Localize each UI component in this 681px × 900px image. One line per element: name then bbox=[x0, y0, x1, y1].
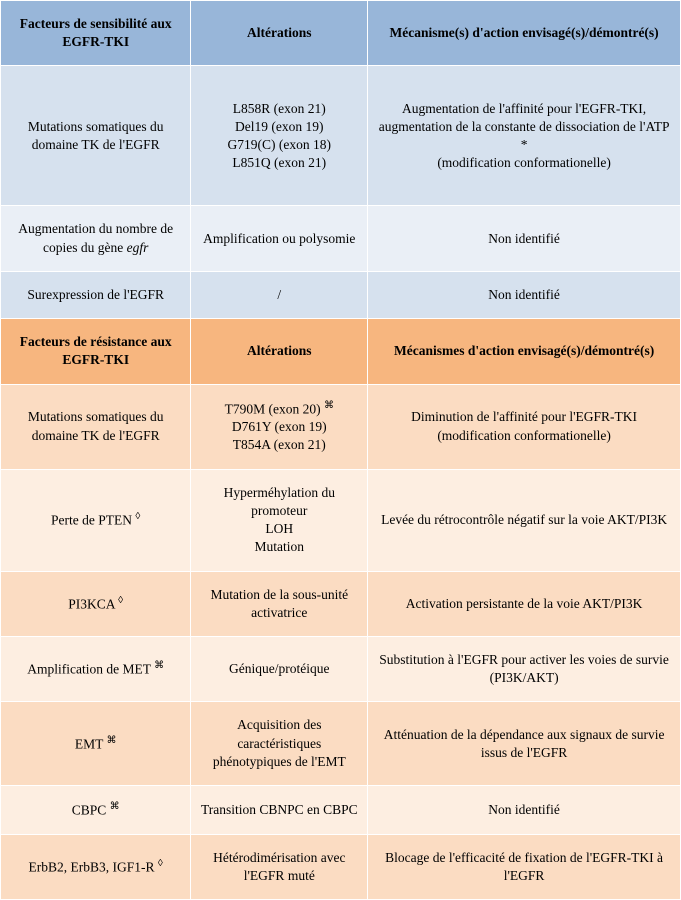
cell-alteration: Hétérodimérisation avec l'EGFR muté bbox=[191, 834, 368, 899]
cell-alteration: Génique/protéique bbox=[191, 637, 368, 702]
cell-mechanism: Levée du rétrocontrôle négatif sur la vo… bbox=[368, 469, 681, 571]
cell-alteration: / bbox=[191, 271, 368, 318]
cell-mechanism: Non identifié bbox=[368, 271, 681, 318]
cell-mechanism: Non identifié bbox=[368, 206, 681, 271]
cell-alteration: T790M (exon 20) ⌘D761Y (exon 19)T854A (e… bbox=[191, 384, 368, 469]
cell-alteration: Hyperméhylation du promoteurLOHMutation bbox=[191, 469, 368, 571]
cell-alteration: Transition CBNPC en CBPC bbox=[191, 786, 368, 835]
cell-mechanism: Blocage de l'efficacité de fixation de l… bbox=[368, 834, 681, 899]
cell-mechanism: Augmentation de l'affinité pour l'EGFR-T… bbox=[368, 66, 681, 206]
resistance-row: EMT ⌘ Acquisition des caractéristiques p… bbox=[1, 702, 681, 786]
sensitivity-row: Surexpression de l'EGFR / Non identifié bbox=[1, 271, 681, 318]
cell-factor: Perte de PTEN ◊ bbox=[1, 469, 191, 571]
cell-alteration: Mutation de la sous-unité activatrice bbox=[191, 571, 368, 636]
cell-alteration: L858R (exon 21)Del19 (exon 19)G719(C) (e… bbox=[191, 66, 368, 206]
cell-mechanism: Activation persistante de la voie AKT/PI… bbox=[368, 571, 681, 636]
cell-alteration: Acquisition des caractéristiques phénoty… bbox=[191, 702, 368, 786]
resistance-row: ErbB2, ErbB3, IGF1-R ◊ Hétérodimérisatio… bbox=[1, 834, 681, 899]
header-factor-resistance: Facteurs de résistance aux EGFR-TKI bbox=[1, 319, 191, 384]
cell-factor: ErbB2, ErbB3, IGF1-R ◊ bbox=[1, 834, 191, 899]
resistance-row: Mutations somatiques du domaine TK de l'… bbox=[1, 384, 681, 469]
sensitivity-row: Mutations somatiques du domaine TK de l'… bbox=[1, 66, 681, 206]
cell-mechanism: Diminution de l'affinité pour l'EGFR-TKI… bbox=[368, 384, 681, 469]
resistance-row: Perte de PTEN ◊ Hyperméhylation du promo… bbox=[1, 469, 681, 571]
cell-factor: Augmentation du nombre de copies du gène… bbox=[1, 206, 191, 271]
cell-mechanism: Atténuation de la dépendance aux signaux… bbox=[368, 702, 681, 786]
cell-factor: CBPC ⌘ bbox=[1, 786, 191, 835]
header-mechanism-sensitivity: Mécanisme(s) d'action envisagé(s)/démont… bbox=[368, 1, 681, 66]
egfr-table: Facteurs de sensibilité aux EGFR-TKI Alt… bbox=[0, 0, 681, 900]
header-mechanism-resistance: Mécanismes d'action envisagé(s)/démontré… bbox=[368, 319, 681, 384]
sensitivity-row: Augmentation du nombre de copies du gène… bbox=[1, 206, 681, 271]
header-alteration-resistance: Altérations bbox=[191, 319, 368, 384]
cell-factor: PI3KCA ◊ bbox=[1, 571, 191, 636]
resistance-row: Amplification de MET ⌘ Génique/protéique… bbox=[1, 637, 681, 702]
resistance-row: PI3KCA ◊ Mutation de la sous-unité activ… bbox=[1, 571, 681, 636]
resistance-header-row: Facteurs de résistance aux EGFR-TKI Alté… bbox=[1, 319, 681, 384]
header-factor-sensitivity: Facteurs de sensibilité aux EGFR-TKI bbox=[1, 1, 191, 66]
cell-factor: EMT ⌘ bbox=[1, 702, 191, 786]
cell-factor: Mutations somatiques du domaine TK de l'… bbox=[1, 66, 191, 206]
cell-factor: Amplification de MET ⌘ bbox=[1, 637, 191, 702]
cell-alteration: Amplification ou polysomie bbox=[191, 206, 368, 271]
cell-mechanism: Substitution à l'EGFR pour activer les v… bbox=[368, 637, 681, 702]
header-alteration-sensitivity: Altérations bbox=[191, 1, 368, 66]
resistance-row: CBPC ⌘ Transition CBNPC en CBPC Non iden… bbox=[1, 786, 681, 835]
cell-factor: Mutations somatiques du domaine TK de l'… bbox=[1, 384, 191, 469]
cell-factor: Surexpression de l'EGFR bbox=[1, 271, 191, 318]
cell-mechanism: Non identifié bbox=[368, 786, 681, 835]
sensitivity-header-row: Facteurs de sensibilité aux EGFR-TKI Alt… bbox=[1, 1, 681, 66]
